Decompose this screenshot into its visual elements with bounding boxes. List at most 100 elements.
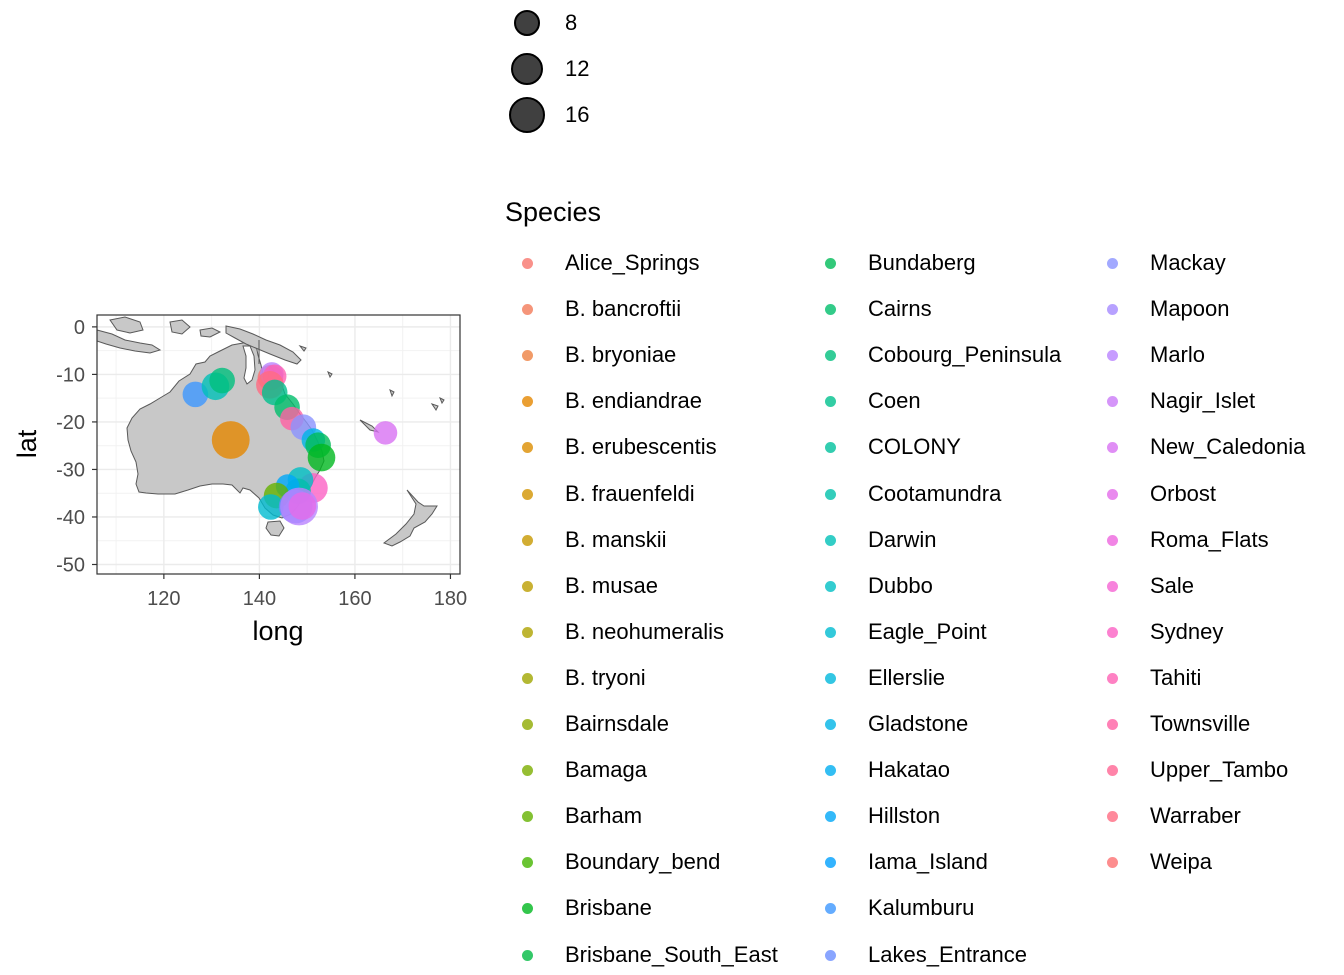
species-legend-item: Mapoon [1090,289,1344,329]
species-legend-title: Species [505,197,602,227]
species-legend-key [522,442,533,454]
species-legend-label: COLONY [868,434,961,460]
species-legend-key [825,304,836,316]
species-legend-key [522,258,533,269]
species-legend-item: B. musae [505,566,805,606]
species-legend-key [825,350,836,362]
species-legend-key [825,534,836,546]
species-legend-item: Upper_Tambo [1090,750,1344,790]
species-legend-label: B. frauenfeldi [565,480,695,506]
species-legend-key [1107,765,1118,777]
species-legend-key [1107,442,1118,454]
species-legend-label: Cobourg_Peninsula [868,342,1062,368]
species-legend-key [522,857,533,869]
gulf-carpentaria [242,345,256,385]
species-legend-key [825,580,836,592]
tasmania [265,520,285,537]
species-legend-label: Gladstone [868,711,969,736]
y-tick-label: 0 [74,317,85,339]
species-legend-key [522,350,533,362]
species-legend-key [522,672,533,684]
species-legend-item: B. bancroftii [505,289,805,329]
species-legend-item: Hillston [808,796,1108,836]
species-legend-item: Weipa [1090,842,1344,882]
species-legend-item: Eagle_Point [808,612,1108,652]
species-legend-key [825,396,836,408]
species-legend-label: B. manskii [565,526,667,552]
species-legend-key [825,442,836,454]
species-legend-label: Brisbane [565,895,652,921]
data-point [288,492,317,520]
species-legend-key [1107,719,1118,730]
species-legend-key [522,719,533,730]
indonesia-islands [96,316,222,354]
y-tick-label: -30 [56,459,85,481]
species-legend-key [522,396,533,408]
species-legend-item: Brisbane_South_East [505,935,805,975]
new-zealand [382,489,438,547]
species-legend-item: Roma_Flats [1090,520,1344,560]
species-legend-label: Boundary_bend [565,849,721,875]
species-legend-key [1107,258,1118,269]
size-legend-label: 8 [565,10,578,35]
chart-panel: 120 140 160 180 0 -10 -20 -30 -40 -50 long lat [12,314,467,646]
species-legend-label: Marlo [1150,342,1206,368]
species-legend-key [522,580,533,592]
species-legend-key [1107,304,1118,316]
species-legend-item: Coen [808,381,1108,421]
species-legend-label: Warraber [1150,803,1241,829]
species-legend-label: New_Caledonia [1150,434,1306,460]
species-legend-item: Boundary_bend [505,842,805,882]
species-legend-item: Lakes_Entrance [808,935,1108,975]
y-tick-label: -20 [56,412,85,434]
species-legend-item: Hakatao [808,750,1108,790]
size-legend-key [514,10,540,36]
species-legend-label: Brisbane_South_East [565,941,778,967]
species-legend-item: Orbost [1090,474,1344,514]
species-legend-label: Coen [868,388,921,414]
species-legend-item: Ellerslie [808,658,1108,698]
data-point [373,421,398,445]
species-legend-key [522,304,533,316]
species-legend-item: Brisbane [505,888,805,928]
species-legend-label: Bairnsdale [565,711,669,736]
species-legend-label: Weipa [1150,849,1212,875]
axes: 120 140 160 180 0 -10 -20 -30 -40 -50 [56,317,467,610]
species-legend-label: Darwin [868,526,937,552]
size-legend-item: 16 [505,92,705,138]
y-tick-label: -40 [56,507,85,529]
species-legend-key [522,811,533,823]
new-guinea [225,325,302,365]
species-legend-label: Nagir_Islet [1150,388,1256,414]
species-legend-label: Hakatao [868,757,950,783]
species-legend-label: Orbost [1150,480,1217,506]
plot-border [96,314,461,575]
species-legend-label: Tahiti [1150,664,1202,690]
species-legend-label: Roma_Flats [1150,526,1269,552]
species-legend-label: Dubbo [868,572,933,598]
species-legend-key [522,903,533,915]
size-legend-item: 8 [505,0,705,46]
species-legend-item: Gladstone [808,704,1108,744]
species-legend-key [825,672,836,684]
data-point [258,494,284,520]
species-legend-item: B. tryoni [505,658,805,698]
species-legend-label: Ellerslie [868,664,946,690]
species-legend-item: Darwin [808,520,1108,560]
species-legend-label: B. musae [565,572,658,598]
species-legend-key [825,903,836,915]
species-legend-key [825,258,836,269]
species-legend-label: Sale [1150,572,1195,598]
species-legend-label: B. neohumeralis [565,618,724,644]
data-points [182,362,398,526]
species-legend-key [825,626,836,638]
species-legend-label: B. erubescentis [565,434,717,460]
species-legend-item: Dubbo [808,566,1108,606]
species-legend-key [825,719,836,730]
species-legend-item: B. manskii [505,520,805,560]
species-legend-item: B. erubescentis [505,427,805,467]
data-point [209,367,235,394]
x-tick-label: 120 [147,588,180,610]
species-legend-label: Townsville [1150,711,1251,736]
species-legend-label: Sydney [1150,618,1224,644]
